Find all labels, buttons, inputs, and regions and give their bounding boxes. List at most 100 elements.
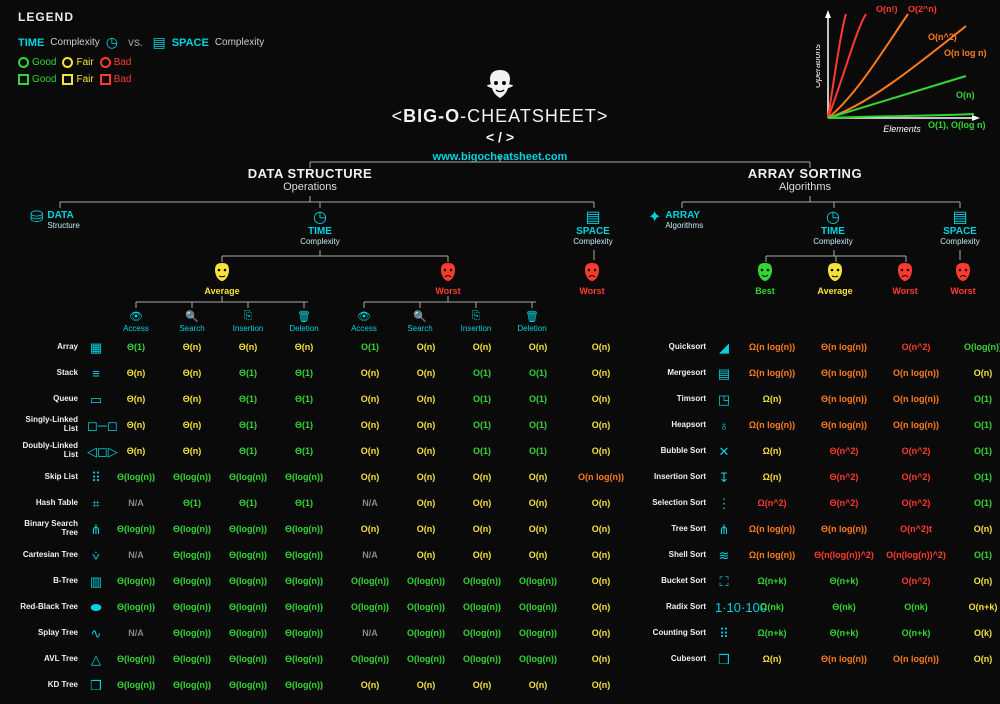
table-row: Radix Sort1·10·100Ω(nk)Θ(nk)O(nk)O(n+k) — [646, 594, 1000, 620]
op-search: 🔍Search — [392, 310, 448, 333]
space-cell: O(n) — [566, 576, 636, 586]
complexity-cell: Θ(1) — [220, 394, 276, 404]
complexity-cell: O(n) — [510, 498, 566, 508]
complexity-cell: Θ(n) — [108, 420, 164, 430]
ds-name: Red-Black Tree — [18, 603, 84, 612]
table-row: Hash Table⌗N/AΘ(1)Θ(1)Θ(1)N/AO(n)O(n)O(n… — [18, 490, 636, 516]
complexity-cell: O(1) — [510, 420, 566, 430]
svg-text:O(n): O(n) — [956, 90, 975, 100]
disk-icon: ▤ — [930, 210, 990, 226]
insert-icon: ⎘ — [448, 310, 504, 323]
space-cell: O(n) — [566, 368, 636, 378]
sort-name: Bucket Sort — [646, 577, 712, 586]
complexity-cell: Θ(log(n)) — [220, 680, 276, 690]
complexity-cell: Θ(n) — [220, 342, 276, 352]
space-cell: O(1) — [952, 472, 1000, 482]
mask-worst-left: Worst — [418, 262, 478, 296]
hash-icon: ⌗ — [87, 496, 105, 510]
complexity-cell: Θ(n^2) — [808, 498, 880, 508]
complexity-cell: Θ(log(n)) — [276, 472, 332, 482]
op-insertion: ⎘Insertion — [448, 310, 504, 333]
mask-worst-label: Worst — [418, 286, 478, 296]
ops-average: 👁Access🔍Search⎘Insertion🗑Deletion — [108, 310, 332, 333]
mask-average-left: Average — [192, 262, 252, 296]
complexity-cell: O(n) — [510, 472, 566, 482]
complexity-cell: Θ(log(n)) — [108, 576, 164, 586]
legend-complexity-word-2: Complexity — [215, 37, 264, 48]
complexity-cell: O(n) — [342, 680, 398, 690]
slist-icon: ◻─◻ — [87, 418, 105, 432]
database-icon: ⛁ — [30, 210, 43, 226]
table-row: Array▦Θ(1)Θ(n)Θ(n)Θ(n)O(1)O(n)O(n)O(n)O(… — [18, 334, 636, 360]
complexity-cell: Θ(1) — [220, 498, 276, 508]
sort-name: Counting Sort — [646, 629, 712, 638]
space-cell: O(n) — [566, 420, 636, 430]
space-cell: O(1) — [952, 498, 1000, 508]
sort-name: Selection Sort — [646, 499, 712, 508]
complexity-cell: Θ(log(n)) — [220, 576, 276, 586]
table-row: Singly-Linked List◻─◻Θ(n)Θ(n)Θ(1)Θ(1)O(n… — [18, 412, 636, 438]
complexity-cell: O(n log(n)) — [880, 368, 952, 378]
table-row: Binary Search Tree⋔Θ(log(n))Θ(log(n))Θ(l… — [18, 516, 636, 542]
insert-icon: ⎘ — [220, 310, 276, 323]
complexity-cell: O(n) — [398, 498, 454, 508]
complexity-cell: N/A — [342, 550, 398, 560]
complexity-cell: O(n log(n)) — [880, 394, 952, 404]
search-icon: 🔍 — [164, 310, 220, 323]
sort-name: Insertion Sort — [646, 473, 712, 482]
op-search: 🔍Search — [164, 310, 220, 333]
colhead-space-right: ▤ SPACE Complexity — [930, 210, 990, 246]
complexity-cell: Θ(n) — [164, 420, 220, 430]
complexity-cell: Θ(n) — [108, 446, 164, 456]
complexity-cell: O(n^2) — [880, 498, 952, 508]
complexity-cell: Θ(log(n)) — [276, 654, 332, 664]
complexity-cell: O(n^2) — [880, 472, 952, 482]
table-row: Cubesort❒Ω(n)Θ(n log(n))O(n log(n))O(n) — [646, 646, 1000, 672]
eye-icon: 👁 — [108, 310, 164, 323]
complexity-cell: O(log(n)) — [454, 628, 510, 638]
complexity-cell: O(n) — [398, 420, 454, 430]
complexity-cell: Θ(1) — [220, 368, 276, 378]
complexity-cell: Θ(log(n)) — [276, 524, 332, 534]
ds-name: AVL Tree — [18, 655, 84, 664]
table-row: AVL Tree△Θ(log(n))Θ(log(n))Θ(log(n))Θ(lo… — [18, 646, 636, 672]
mask-best-label: Best — [740, 286, 790, 296]
queue-icon: ▭ — [87, 392, 105, 406]
skip-icon: ⠿ — [87, 470, 105, 484]
url-link[interactable]: www.bigocheatsheet.com — [0, 151, 1000, 163]
complexity-cell: O(log(n)) — [398, 654, 454, 664]
complexity-cell: O(1) — [510, 446, 566, 456]
complexity-cell: Θ(n) — [108, 368, 164, 378]
complexity-cell: O(n^2) — [880, 446, 952, 456]
mask-worst-space-label: Worst — [562, 286, 622, 296]
ops-worst: 👁Access🔍Search⎘Insertion🗑Deletion — [336, 310, 560, 333]
complexity-cell: O(n) — [398, 446, 454, 456]
mask-worst-space-left: Worst — [562, 262, 622, 296]
complexity-cell: N/A — [342, 498, 398, 508]
table-row: Red-Black Tree⬬Θ(log(n))Θ(log(n))Θ(log(n… — [18, 594, 636, 620]
complexity-cell: Θ(1) — [220, 446, 276, 456]
complexity-cell: Θ(n log(n)) — [808, 368, 880, 378]
colhead-space-left: ▤ SPACE Complexity — [558, 210, 628, 246]
complexity-cell: O(1) — [454, 394, 510, 404]
complexity-cell: O(n log(n)) — [880, 420, 952, 430]
bucket-icon: ⛶ — [715, 574, 733, 588]
complexity-cell: Θ(n+k) — [808, 628, 880, 638]
table-row: Tree Sort⋔Ω(n log(n))Θ(n log(n))O(n^2)tO… — [646, 516, 1000, 542]
table-row: Skip List⠿Θ(log(n))Θ(log(n))Θ(log(n))Θ(l… — [18, 464, 636, 490]
complexity-cell: O(log(n)) — [398, 576, 454, 586]
legend-pill: Good — [18, 57, 56, 68]
legend-pill: Fair — [62, 57, 93, 68]
complexity-cell: Ω(n log(n)) — [736, 420, 808, 430]
complexity-cell: Θ(log(n)) — [220, 628, 276, 638]
complexity-cell: O(n) — [342, 368, 398, 378]
space-cell: O(n) — [566, 394, 636, 404]
avl-icon: △ — [87, 652, 105, 666]
section-head-left: DATA STRUCTURE Operations — [220, 166, 400, 193]
svg-text:O(2^n): O(2^n) — [908, 6, 937, 14]
legend-title: LEGEND — [18, 10, 264, 24]
shell-icon: ≋ — [715, 548, 733, 562]
ds-name: Queue — [18, 395, 84, 404]
ds-name: Doubly-Linked List — [18, 442, 84, 460]
complexity-cell: O(log(n)) — [398, 628, 454, 638]
